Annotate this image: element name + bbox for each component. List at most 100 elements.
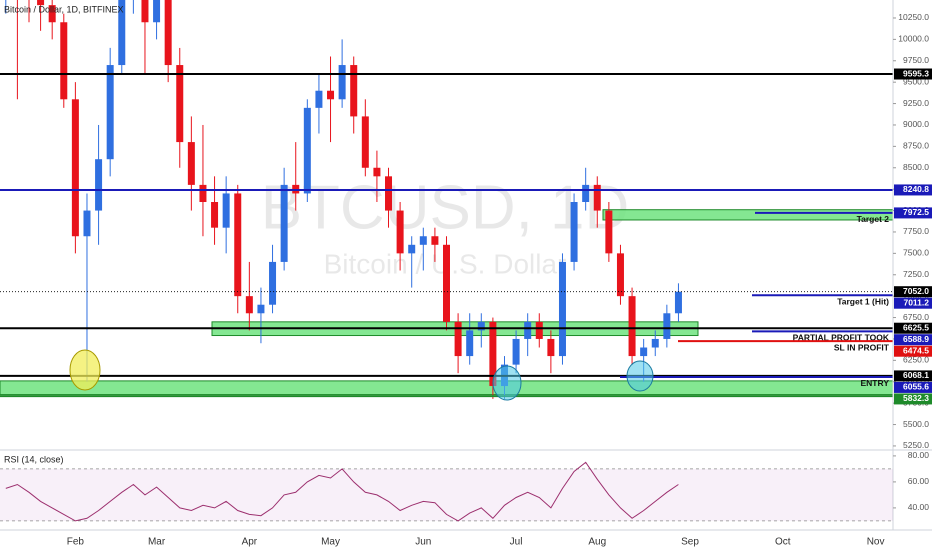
candle-body	[350, 65, 358, 117]
levels: Target 2 Target 1 (Hit) PARTIAL PROFIT TOO…	[0, 73, 893, 398]
candle-body	[187, 142, 195, 185]
price-label: 6068.1	[903, 370, 929, 380]
y-tick-label: 9000.0	[903, 119, 929, 129]
highlight-ellipse	[626, 360, 654, 392]
candle-body	[199, 184, 207, 203]
level-note: Target 2	[857, 214, 890, 224]
candle-body	[454, 321, 462, 357]
rsi-tick-label: 80.00	[908, 450, 930, 460]
candle-body	[431, 236, 439, 245]
candle-body	[83, 210, 91, 237]
y-tick-label: 7500.0	[903, 248, 929, 258]
candle-body	[303, 107, 311, 194]
candle-body	[640, 347, 648, 357]
y-tick-label: 10000.0	[898, 34, 929, 44]
x-tick-label: Jul	[510, 537, 523, 548]
rsi-tick-label: 60.00	[908, 476, 930, 486]
price-label-box	[894, 393, 932, 405]
candle-body	[153, 0, 161, 23]
price-label-box	[894, 286, 932, 298]
highlight-ellipse	[69, 349, 101, 391]
candle-body	[385, 176, 393, 211]
candle-body	[524, 321, 532, 339]
price-label-box	[894, 381, 932, 393]
candle-body	[327, 90, 335, 100]
rsi-tick-label: 40.00	[908, 502, 930, 512]
y-tick-label: 10250.0	[898, 12, 929, 22]
price-label: 9595.3	[903, 68, 929, 78]
candle-body	[245, 296, 253, 314]
price-label: 6625.5	[903, 322, 929, 332]
candle-body	[535, 321, 543, 339]
candle-body	[396, 210, 404, 254]
zone	[602, 209, 893, 221]
candle-body	[373, 167, 381, 177]
price-label: 6588.9	[903, 334, 929, 344]
rsi-line	[5, 461, 679, 522]
price-label-box	[894, 334, 932, 346]
candle-body	[582, 184, 590, 203]
candle-body	[315, 90, 323, 108]
candle-body	[489, 321, 497, 387]
price-label: 6055.6	[903, 382, 929, 392]
candles	[5, 0, 682, 399]
rsi-band	[0, 468, 893, 521]
candle-body	[257, 304, 265, 314]
price-label-box	[894, 68, 932, 80]
candle-body	[164, 0, 172, 66]
candle-body	[443, 244, 450, 322]
y-tick-label: 9250.0	[903, 98, 929, 108]
candle-body	[628, 296, 636, 357]
candle-body	[95, 159, 103, 211]
candle-body	[141, 0, 149, 23]
candle-body	[48, 5, 56, 23]
price-label-box	[894, 297, 932, 309]
y-tick-label: 9750.0	[903, 55, 929, 65]
candle-body	[674, 291, 682, 314]
y-tick-label: 7750.0	[903, 226, 929, 236]
y-tick-label: 6750.0	[903, 312, 929, 322]
x-tick-label: Jun	[415, 537, 431, 548]
candle-body	[651, 338, 659, 348]
watermark: BTCUSD, 1D	[261, 173, 630, 242]
candle-body	[37, 0, 45, 6]
y-tick-label: 8500.0	[903, 162, 929, 172]
price-label-box	[894, 184, 932, 196]
x-tick-label: Aug	[588, 537, 606, 548]
candle-body	[477, 321, 485, 331]
price-label: 5832.3	[903, 393, 929, 403]
candle-body	[547, 338, 555, 357]
x-tick-label: May	[321, 537, 340, 548]
rsi-title: RSI (14, close)	[4, 454, 64, 464]
candle-body	[211, 202, 219, 228]
candle-body	[176, 65, 184, 143]
x-tick-label: Mar	[148, 537, 166, 548]
axes: 10250.0 10000.0 9750.0 9500.0 9250.0 9000.0 87…	[67, 12, 932, 548]
candle-body	[222, 193, 230, 228]
level-note: Target 1 (Hit)	[837, 296, 889, 306]
price-label-box	[894, 207, 932, 219]
price-label: 7011.2	[903, 297, 929, 307]
rsi-pane	[0, 461, 893, 522]
candle-body	[234, 193, 242, 297]
level-note: PARTIAL PROFIT TOOK	[793, 333, 890, 343]
candle-body	[570, 202, 578, 262]
candle-body	[280, 184, 288, 262]
y-tick-label: 8750.0	[903, 141, 929, 151]
zone	[0, 380, 893, 396]
candle-body	[269, 261, 277, 305]
price-label-box	[894, 345, 932, 357]
candle-body	[593, 184, 601, 211]
candle-body	[361, 116, 369, 168]
y-tick-label: 5250.0	[903, 440, 929, 450]
candle-body	[558, 261, 566, 357]
y-tick-label: 6250.0	[903, 355, 929, 365]
price-label: 7972.5	[903, 207, 929, 217]
candle-body	[466, 330, 474, 357]
price-label: 8240.8	[903, 184, 929, 194]
chart-title: Bitcoin / Dollar, 1D, BITFINEX	[4, 4, 124, 14]
candle-body	[408, 244, 416, 254]
level-note: SL IN PROFIT	[834, 342, 890, 352]
x-tick-label: Oct	[775, 537, 791, 548]
